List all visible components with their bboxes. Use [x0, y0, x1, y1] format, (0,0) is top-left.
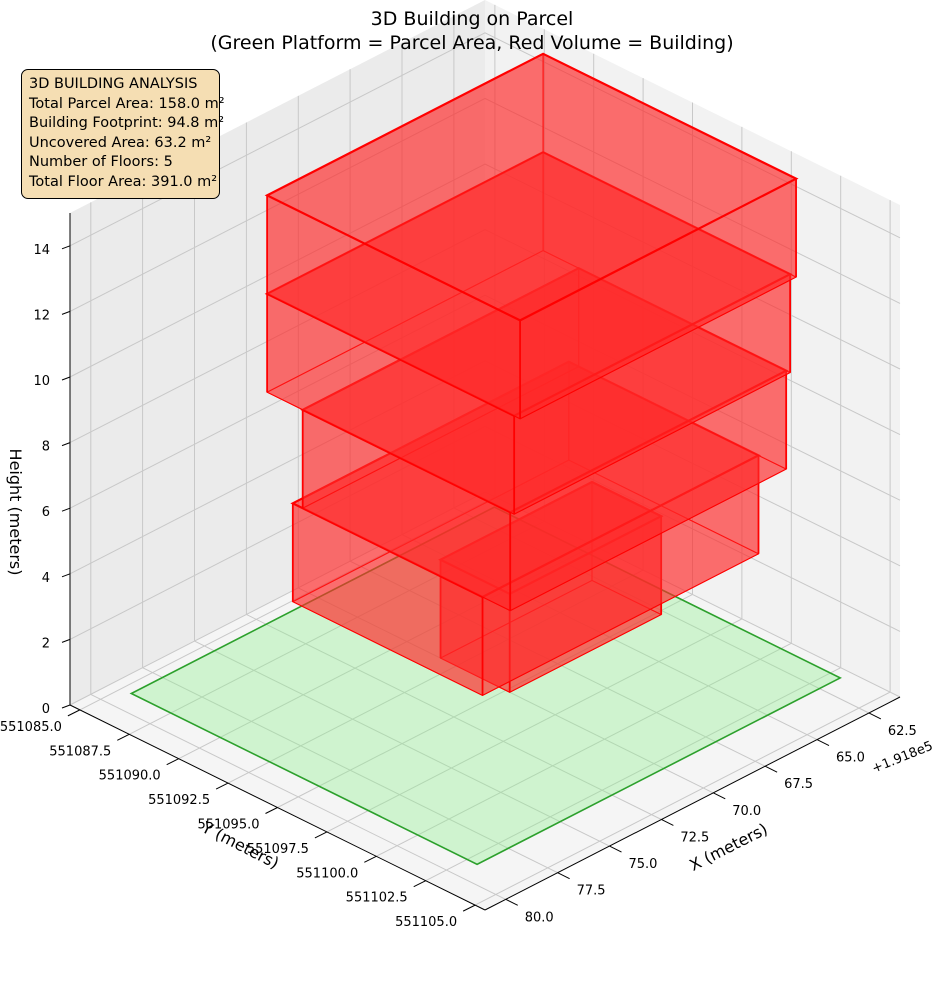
chart-title: 3D Building on Parcel [371, 8, 574, 30]
parcel-layer [129, 506, 842, 866]
grid-lines [69, 4, 901, 906]
floor-4-box [264, 150, 793, 515]
x-tick-label: 72.5 [680, 830, 709, 845]
floor-5-box [264, 52, 799, 420]
info-line-parcel-area: Total Parcel Area: 158.0 m² [29, 95, 225, 112]
y-tick-mark [314, 831, 328, 839]
z-tick-label: 10 [33, 374, 50, 389]
grid-line-z [69, 491, 901, 706]
z-tick-label: 0 [42, 702, 50, 717]
y-tick-label: 551100.0 [296, 866, 358, 881]
grid-line-z [69, 97, 901, 312]
x-tick-mark [816, 739, 830, 747]
y-tick-label: 551105.0 [395, 915, 457, 930]
x-tick-label: 62.5 [888, 724, 917, 739]
x-tick-label: 67.5 [784, 777, 813, 792]
x-tick-label: 70.0 [732, 804, 761, 819]
x-tick-mark [868, 712, 882, 720]
x-tick-label: 77.5 [577, 884, 606, 899]
z-tick-label: 4 [42, 571, 50, 586]
x-tick-label: 65.0 [836, 751, 865, 766]
y-tick-mark [117, 733, 130, 741]
y-tick-label: 551090.0 [99, 769, 161, 784]
x-tick-mark [505, 898, 518, 906]
info-box-title: 3D BUILDING ANALYSIS [29, 76, 198, 92]
y-tick-mark [67, 709, 81, 717]
x-tick-mark [609, 845, 622, 853]
z-tick-mark [61, 376, 71, 381]
building-layer [264, 52, 799, 696]
z-tick-mark [61, 245, 71, 250]
y-tick-mark [166, 758, 179, 766]
info-line-uncovered: Uncovered Area: 63.2 m² [29, 134, 212, 151]
info-line-footprint: Building Footprint: 94.8 m² [29, 115, 225, 131]
z-tick-mark [61, 638, 71, 643]
x-tick-mark [661, 819, 674, 826]
z-tick-mark [61, 573, 71, 578]
grid-line-z [69, 360, 901, 575]
x-tick-label: 75.0 [629, 857, 658, 872]
x-axis-line [484, 696, 901, 911]
y-tick-label: 551095.0 [197, 818, 259, 833]
z-tick-label: 6 [42, 505, 50, 520]
y-tick-mark [462, 904, 476, 912]
y-tick-label: 551087.5 [49, 744, 111, 759]
y-tick-mark [413, 880, 426, 888]
x-tick-mark [713, 792, 726, 800]
z-tick-label: 2 [42, 636, 50, 651]
analysis-info-box: 3D BUILDING ANALYSIS Total Parcel Area: … [21, 69, 225, 199]
info-line-floors: Number of Floors: 5 [29, 154, 173, 170]
y-tick-mark [265, 807, 278, 814]
floor-3-box [300, 266, 789, 612]
z-tick-label: 12 [33, 308, 50, 323]
z-axis-label: Height (meters) [6, 449, 25, 576]
parcel-platform [129, 506, 842, 866]
z-tick-mark [61, 704, 71, 709]
z-tick-mark [61, 507, 71, 512]
x-axis-label: X (meters) [686, 819, 770, 875]
grid-line-z [69, 294, 901, 509]
y-tick-mark [215, 782, 229, 790]
x-tick-mark [557, 872, 570, 880]
z-tick-label: 8 [42, 440, 50, 455]
x-tick-label: 80.0 [525, 910, 554, 925]
info-line-floor-area: Total Floor Area: 391.0 m² [29, 173, 218, 190]
grid-line-z [69, 163, 901, 378]
y-tick-label: 551085.0 [0, 720, 62, 735]
grid-line-z [69, 425, 901, 640]
floor-2-box [290, 360, 761, 696]
z-tick-mark [61, 310, 71, 315]
y-tick-label: 551102.5 [346, 891, 408, 906]
y-tick-mark [364, 855, 377, 863]
y-tick-label: 551097.5 [247, 842, 309, 857]
chart-subtitle: (Green Platform = Parcel Area, Red Volum… [210, 32, 733, 54]
x-tick-mark [764, 765, 778, 773]
y-tick-label: 551092.5 [148, 793, 210, 808]
z-tick-label: 14 [33, 243, 50, 258]
grid-line-z [69, 229, 901, 444]
x-offset-label: +1.918e5 [870, 739, 935, 777]
z-tick-mark [61, 442, 71, 447]
